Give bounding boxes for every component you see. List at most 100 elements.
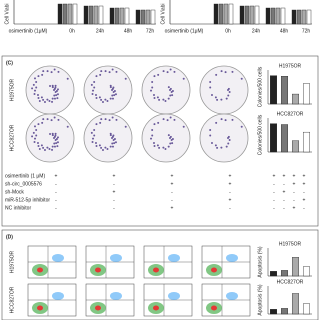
bar <box>281 124 289 153</box>
bar-fragment <box>280 7 286 25</box>
chart-title: HCC827OR <box>277 279 304 285</box>
bar <box>270 75 278 105</box>
colony <box>34 89 37 92</box>
colony <box>114 141 117 144</box>
panel-d-frame <box>1 229 319 320</box>
colony <box>111 116 114 119</box>
colony <box>90 83 93 86</box>
colony <box>38 99 41 102</box>
bar-fragment <box>218 3 224 25</box>
colony <box>41 121 44 124</box>
bar-fragment <box>213 3 219 25</box>
colony <box>227 87 230 90</box>
colony <box>54 132 57 135</box>
colony <box>182 125 185 128</box>
colony <box>151 128 154 131</box>
row-label: H1975OR <box>9 78 15 101</box>
colony <box>100 98 103 101</box>
sign: - <box>303 189 305 195</box>
colony <box>36 93 39 96</box>
bar-fragment <box>135 9 141 25</box>
colony <box>169 94 172 97</box>
colony <box>169 116 172 119</box>
chart-title: H1975OR <box>279 241 302 247</box>
sign: - <box>293 189 295 195</box>
bar <box>303 303 311 315</box>
colony <box>56 88 59 91</box>
colony <box>56 141 59 144</box>
bar-fragment <box>265 7 271 25</box>
colony <box>113 137 116 140</box>
bar-fragment <box>109 7 115 25</box>
sign: + <box>55 173 58 179</box>
colony <box>115 118 118 121</box>
colony <box>216 146 219 149</box>
bar-fragment <box>223 3 229 25</box>
sign: - <box>273 205 275 211</box>
colony <box>43 100 46 103</box>
chart-title: HCC827OR <box>277 111 304 117</box>
colony <box>153 123 156 126</box>
x-label: 0h <box>225 28 231 34</box>
colony <box>151 134 154 137</box>
bar <box>303 83 311 105</box>
bar <box>292 257 300 277</box>
colony <box>214 96 217 99</box>
colony <box>55 137 58 140</box>
colony <box>104 118 107 121</box>
bar-fragment <box>306 9 312 25</box>
colony <box>101 148 104 151</box>
colony <box>113 94 116 97</box>
colony <box>32 83 35 86</box>
sign: - <box>55 197 57 203</box>
panel-label: (D) <box>6 234 13 240</box>
colony <box>231 70 234 73</box>
sign: - <box>283 181 285 187</box>
colony <box>49 133 52 136</box>
colony <box>109 97 112 100</box>
sign: - <box>273 181 275 187</box>
colony <box>216 98 219 101</box>
colony <box>99 73 102 76</box>
bar-fragment <box>67 3 73 25</box>
colony <box>167 97 170 100</box>
bar-fragment <box>83 5 89 25</box>
x-label: 24h <box>96 28 105 34</box>
colony <box>51 148 54 151</box>
colony <box>92 89 95 92</box>
population <box>168 254 180 262</box>
colony <box>54 134 57 137</box>
bar <box>270 123 278 153</box>
colony <box>162 118 165 121</box>
colony <box>227 142 230 145</box>
colony <box>169 135 172 138</box>
colony <box>156 96 159 99</box>
colony <box>210 141 213 144</box>
colony <box>114 93 117 96</box>
sign: + <box>303 181 306 187</box>
colony <box>151 80 154 83</box>
colony <box>171 89 174 92</box>
bar <box>270 309 278 315</box>
colony <box>152 93 155 96</box>
colony <box>33 141 36 144</box>
colony <box>228 91 231 94</box>
sign: + <box>293 181 296 187</box>
colony <box>166 71 169 74</box>
colony <box>42 98 45 101</box>
colony <box>56 93 59 96</box>
colony <box>92 137 95 140</box>
dish <box>199 113 249 163</box>
bar-fragment <box>291 9 297 25</box>
sign: - <box>113 181 115 187</box>
population <box>95 305 101 311</box>
colony <box>54 86 57 89</box>
colony <box>209 134 212 137</box>
colony <box>95 144 98 147</box>
colony <box>35 86 38 89</box>
colony <box>91 141 94 144</box>
x-label: osimertinib (1μM) <box>165 28 204 34</box>
colony <box>32 131 35 134</box>
colony <box>53 142 56 145</box>
colony <box>173 118 176 121</box>
